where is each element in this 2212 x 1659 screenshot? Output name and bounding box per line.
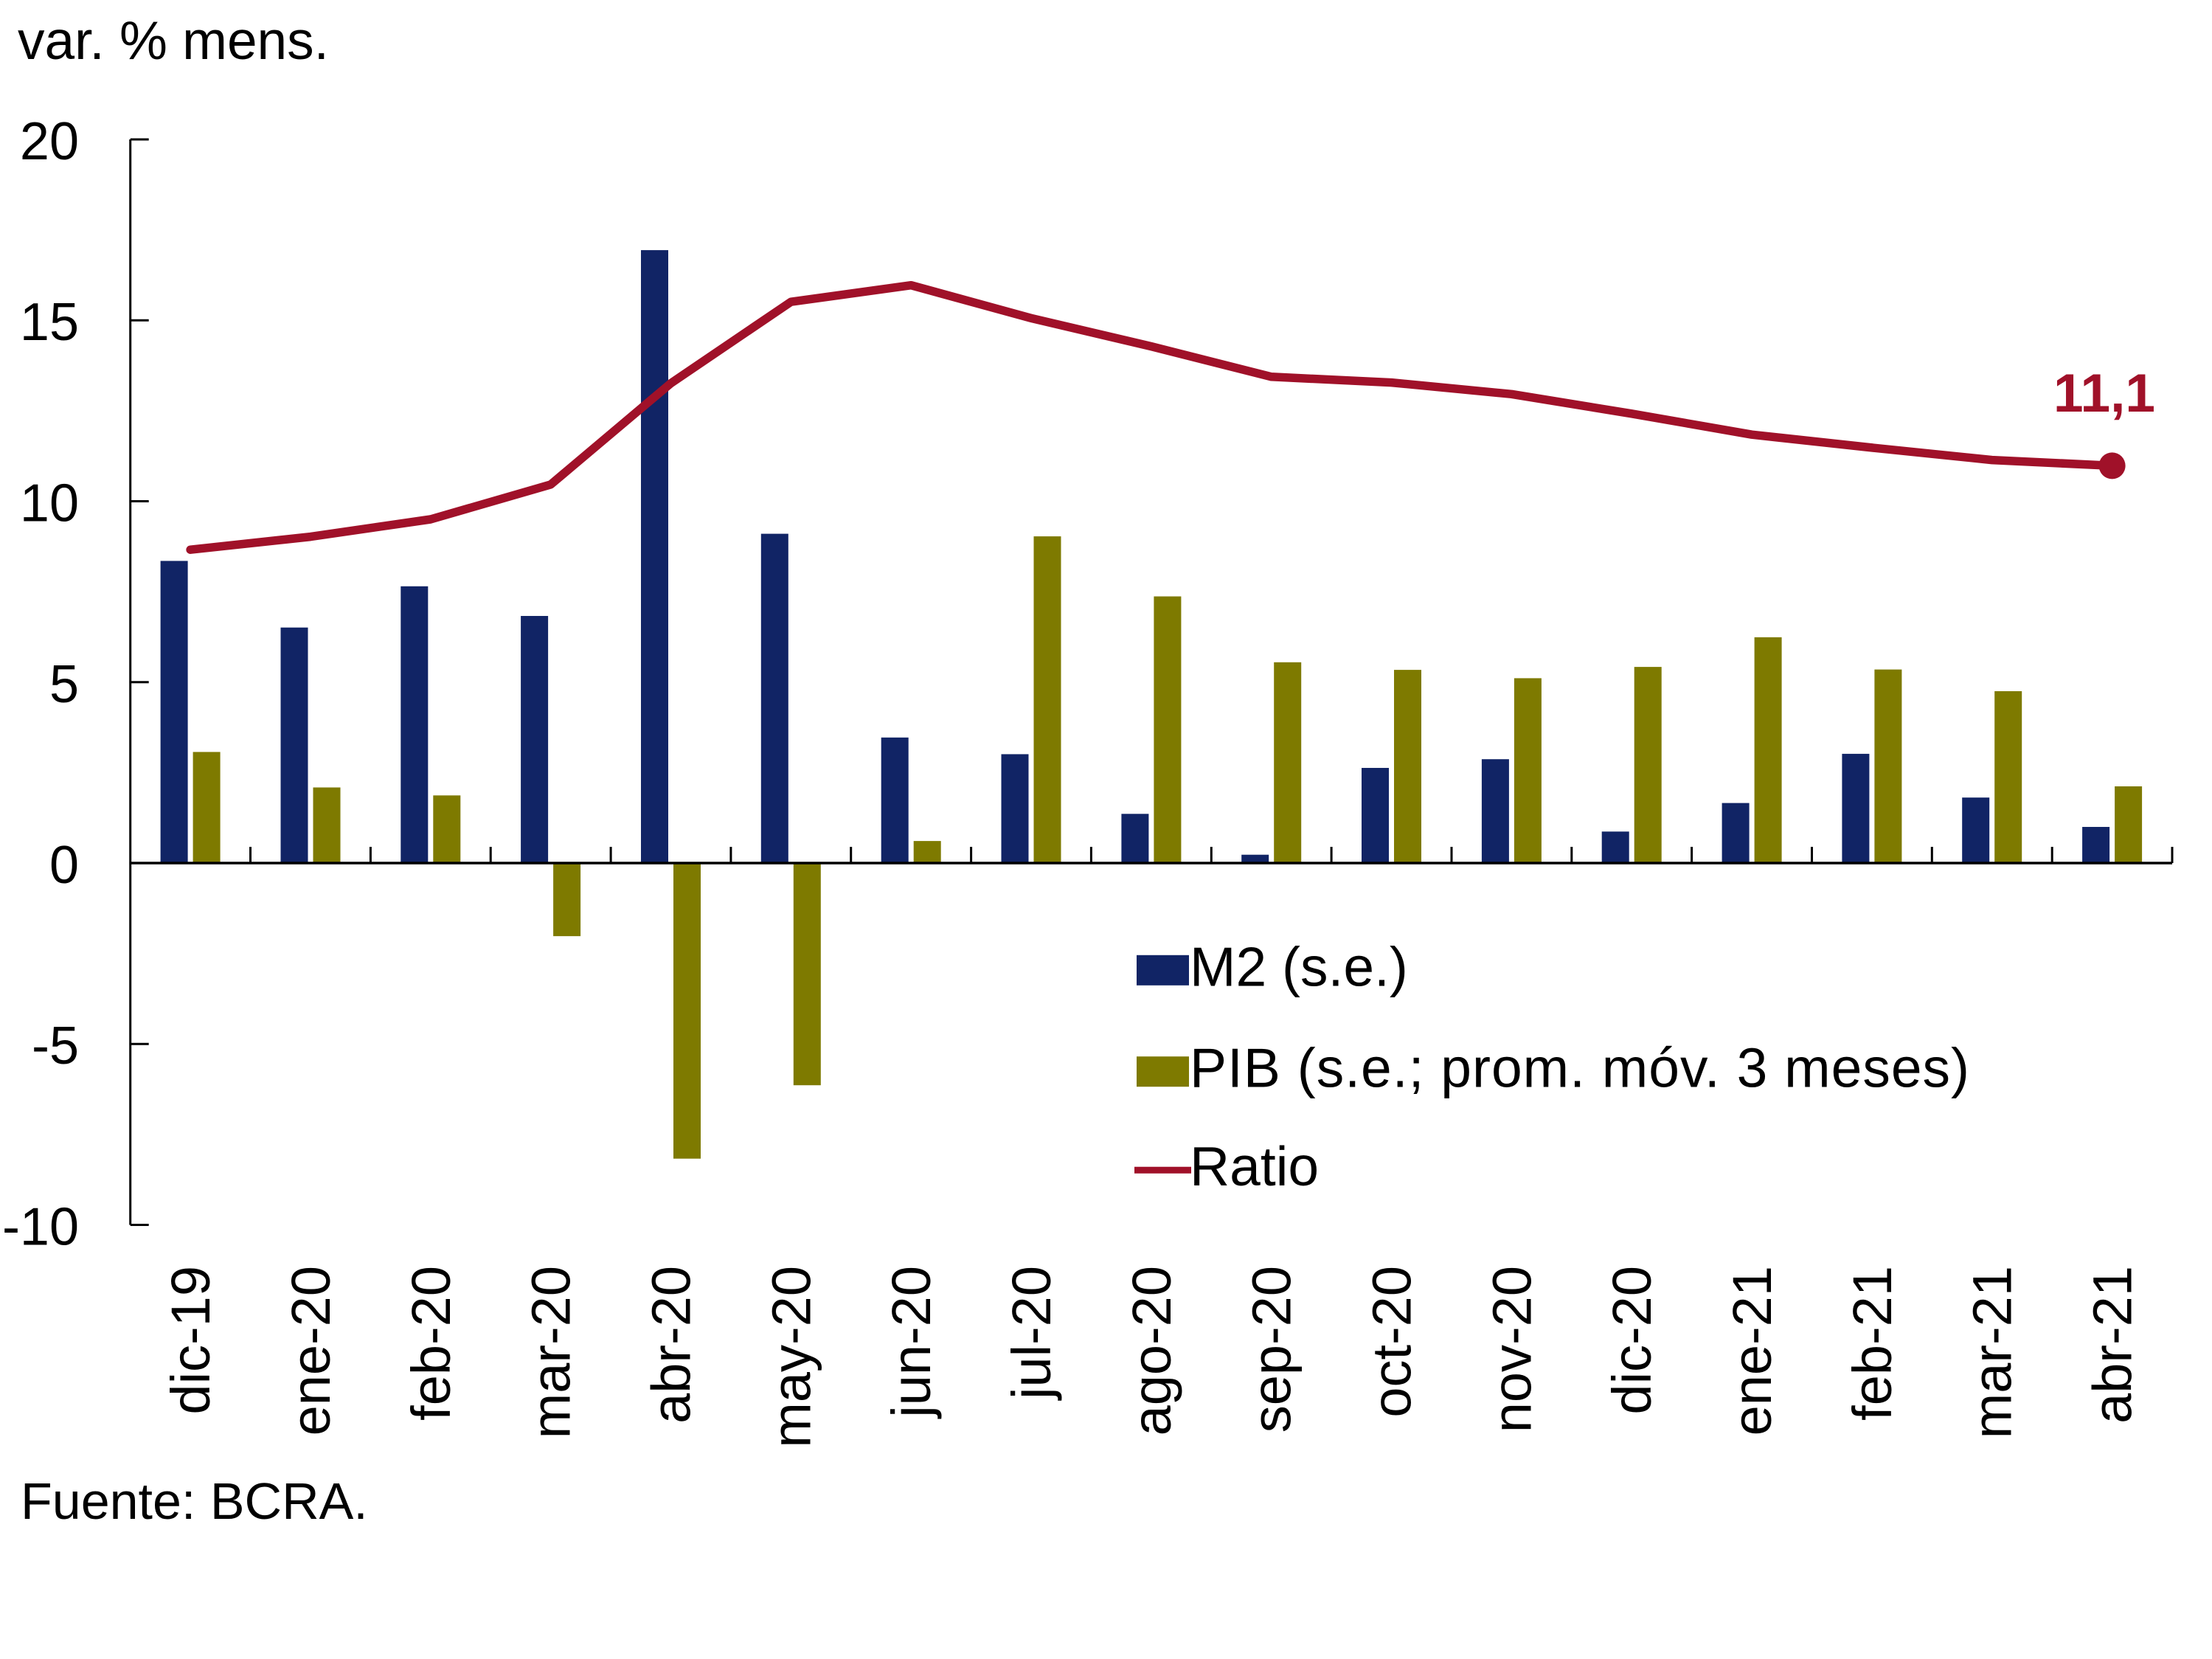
svg-text:PIB (s.e.; prom. móv. 3 meses): PIB (s.e.; prom. móv. 3 meses) [1190, 1037, 1970, 1099]
svg-text:mar-21: mar-21 [1962, 1266, 2023, 1438]
svg-text:5: 5 [49, 655, 79, 714]
svg-text:oct-20: oct-20 [1362, 1266, 1423, 1418]
svg-text:dic-19: dic-19 [160, 1266, 221, 1415]
svg-text:abr-20: abr-20 [641, 1266, 702, 1424]
svg-text:feb-20: feb-20 [401, 1266, 462, 1421]
svg-text:0: 0 [49, 836, 79, 895]
svg-text:var. % mens.: var. % mens. [18, 11, 329, 71]
svg-text:20: 20 [20, 112, 79, 171]
svg-text:11,1: 11,1 [2053, 364, 2155, 423]
svg-text:-10: -10 [2, 1198, 79, 1257]
svg-text:abr-21: abr-21 [2082, 1266, 2143, 1424]
svg-text:may-20: may-20 [760, 1266, 822, 1448]
svg-text:Fuente: BCRA.: Fuente: BCRA. [21, 1472, 368, 1530]
svg-text:dic-20: dic-20 [1601, 1266, 1663, 1415]
svg-text:feb-21: feb-21 [1842, 1266, 1903, 1421]
svg-text:nov-20: nov-20 [1481, 1266, 1542, 1433]
svg-text:sep-20: sep-20 [1241, 1266, 1303, 1433]
svg-text:ago-20: ago-20 [1121, 1266, 1182, 1435]
svg-text:jun-20: jun-20 [881, 1266, 942, 1419]
svg-text:jul-20: jul-20 [1001, 1266, 1062, 1401]
svg-text:M2 (s.e.): M2 (s.e.) [1190, 935, 1408, 997]
svg-text:15: 15 [20, 293, 79, 352]
svg-text:mar-20: mar-20 [521, 1266, 582, 1438]
svg-text:ene-21: ene-21 [1722, 1266, 1783, 1435]
svg-text:ene-20: ene-20 [280, 1266, 341, 1435]
svg-text:10: 10 [20, 474, 79, 533]
svg-text:Ratio: Ratio [1190, 1135, 1319, 1197]
svg-text:-5: -5 [32, 1016, 79, 1076]
